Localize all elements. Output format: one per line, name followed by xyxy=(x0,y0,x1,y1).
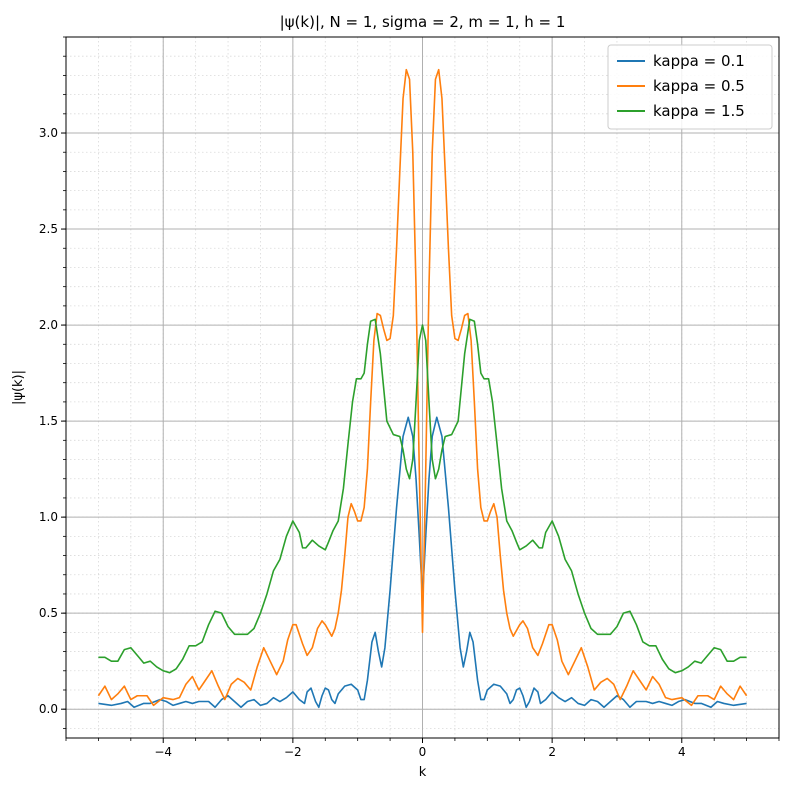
x-tick-label: −2 xyxy=(284,745,302,759)
legend-label-2: kappa = 0.5 xyxy=(653,77,745,95)
legend-box xyxy=(607,44,773,130)
plot-lines xyxy=(97,68,748,709)
x-tick-label: 2 xyxy=(548,745,556,759)
axis-ticks: −4 −2 0 2 4 0.0 0.5 1.0 1.5 2.0 2.5 3.0 xyxy=(39,36,780,759)
legend-label-1: kappa = 0.1 xyxy=(653,52,745,70)
y-tick-label: 0.5 xyxy=(39,606,58,620)
x-tick-label: −4 xyxy=(154,745,172,759)
y-tick-label: 0.0 xyxy=(39,702,58,716)
chart-title: |ψ(k)|, N = 1, sigma = 2, m = 1, h = 1 xyxy=(280,13,566,31)
legend: kappa = 0.1 kappa = 0.5 kappa = 1.5 xyxy=(607,44,773,130)
series-line-3 xyxy=(98,318,747,674)
y-tick-label: 2.0 xyxy=(39,318,58,332)
y-tick-label: 2.5 xyxy=(39,222,58,236)
x-axis-label: k xyxy=(419,765,427,780)
series-line-2 xyxy=(97,68,748,707)
x-tick-label: 4 xyxy=(678,745,686,759)
y-axis-label: |ψ(k)| xyxy=(11,370,26,405)
y-tick-label: 1.0 xyxy=(39,510,58,524)
legend-label-3: kappa = 1.5 xyxy=(653,102,745,120)
y-tick-label: 3.0 xyxy=(39,126,58,140)
x-tick-label: 0 xyxy=(419,745,427,759)
y-tick-label: 1.5 xyxy=(39,414,58,428)
